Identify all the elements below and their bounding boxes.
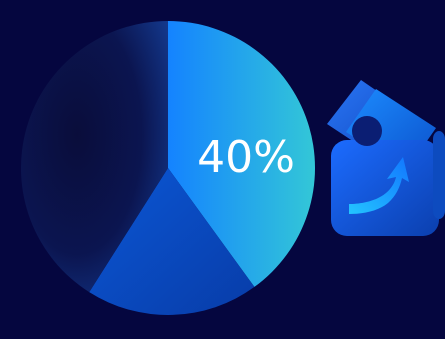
pie-slice-2 (89, 168, 255, 316)
pie-slice-label-1: 40% (197, 132, 295, 183)
wallet-body (331, 140, 439, 236)
upward-arrow-icon (349, 157, 409, 214)
pie-slice-1 (168, 21, 316, 287)
pie-chart: 40%19% (20, 21, 316, 316)
wallet-clasp (352, 116, 382, 146)
pie-slice-3 (20, 21, 168, 293)
wallet-icon (327, 80, 445, 236)
wallet-tab (433, 131, 445, 219)
